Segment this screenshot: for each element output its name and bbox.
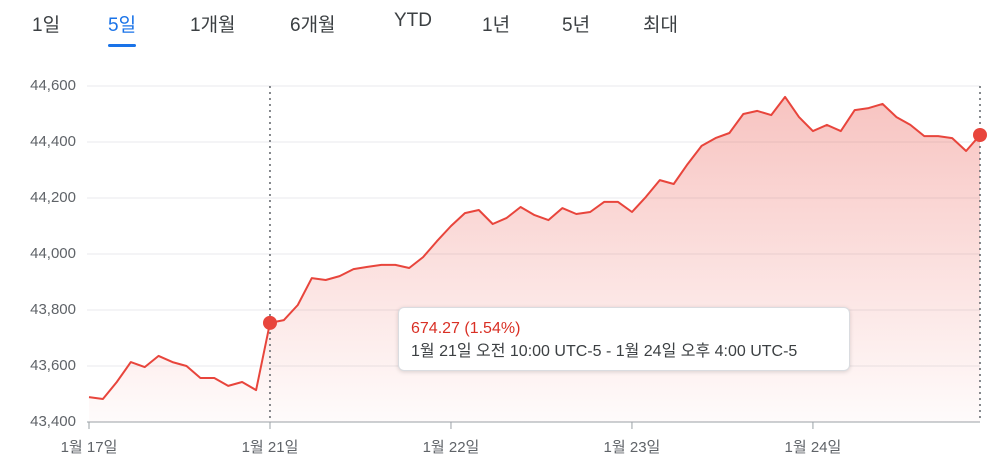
range-tabs: 1일 5일 1개월 6개월 YTD 1년 5년 최대 (0, 0, 1005, 50)
y-tick-label: 43,800 (30, 301, 76, 318)
y-tick-label: 44,600 (30, 77, 76, 94)
range-tab[interactable]: 최대 (643, 15, 678, 36)
x-tick-label: 1월 22일 (423, 439, 480, 456)
range-tab[interactable]: 1개월 (190, 15, 236, 36)
x-tick-label: 1월 21일 (242, 439, 299, 456)
x-tick-label: 1월 24일 (785, 439, 842, 456)
range-tab[interactable]: YTD (394, 10, 432, 31)
range-tab[interactable]: 1년 (482, 15, 511, 36)
x-tick-label: 1월 17일 (61, 439, 118, 456)
range-tab[interactable]: 6개월 (290, 15, 336, 36)
tooltip-change: 674.27 (1.54%) (411, 320, 521, 337)
tooltip: 674.27 (1.54%) 1월 21일 오전 10:00 UTC-5 - 1… (398, 307, 850, 371)
range-tab[interactable]: 5일 (108, 10, 137, 47)
selection-dot (262, 315, 277, 330)
range-tab[interactable]: 1일 (32, 15, 61, 36)
range-tab[interactable]: 5년 (562, 15, 591, 36)
price-line (88, 95, 981, 400)
area (89, 96, 980, 423)
y-tick-label: 44,000 (30, 245, 76, 262)
y-tick-label: 43,400 (30, 413, 76, 430)
y-tick-label: 44,200 (30, 189, 76, 206)
x-tick-label: 1월 23일 (604, 439, 661, 456)
y-tick-label: 44,400 (30, 133, 76, 150)
tooltip-range: 1월 21일 오전 10:00 UTC-5 - 1월 24일 오후 4:00 U… (411, 343, 798, 360)
y-tick-label: 43,600 (30, 357, 76, 374)
selection-dot (973, 128, 987, 142)
